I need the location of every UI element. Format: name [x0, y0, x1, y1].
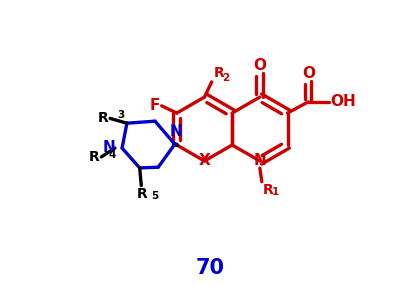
Text: O: O — [302, 66, 315, 81]
Text: F: F — [150, 98, 160, 113]
Text: 1: 1 — [272, 186, 279, 196]
Text: 3: 3 — [117, 110, 125, 120]
Text: O: O — [254, 58, 266, 73]
Text: R: R — [98, 111, 109, 125]
Text: N: N — [103, 140, 116, 155]
Text: 4: 4 — [109, 150, 116, 160]
Text: 2: 2 — [222, 74, 229, 84]
Text: 70: 70 — [196, 258, 225, 278]
Text: R: R — [213, 66, 224, 80]
Text: N: N — [254, 154, 266, 168]
Text: OH: OH — [330, 94, 356, 109]
Text: R: R — [263, 183, 274, 197]
Text: N: N — [170, 124, 183, 139]
Text: R: R — [137, 187, 147, 201]
Text: 5: 5 — [151, 191, 159, 201]
Text: X: X — [198, 154, 210, 168]
Text: R: R — [89, 150, 100, 164]
